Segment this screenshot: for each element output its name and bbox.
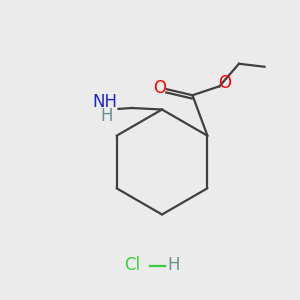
Text: NH: NH	[92, 93, 118, 111]
Text: O: O	[153, 79, 166, 97]
Text: H: H	[168, 256, 180, 274]
Text: H: H	[100, 107, 113, 125]
Text: O: O	[218, 74, 231, 92]
Text: Cl: Cl	[124, 256, 140, 274]
